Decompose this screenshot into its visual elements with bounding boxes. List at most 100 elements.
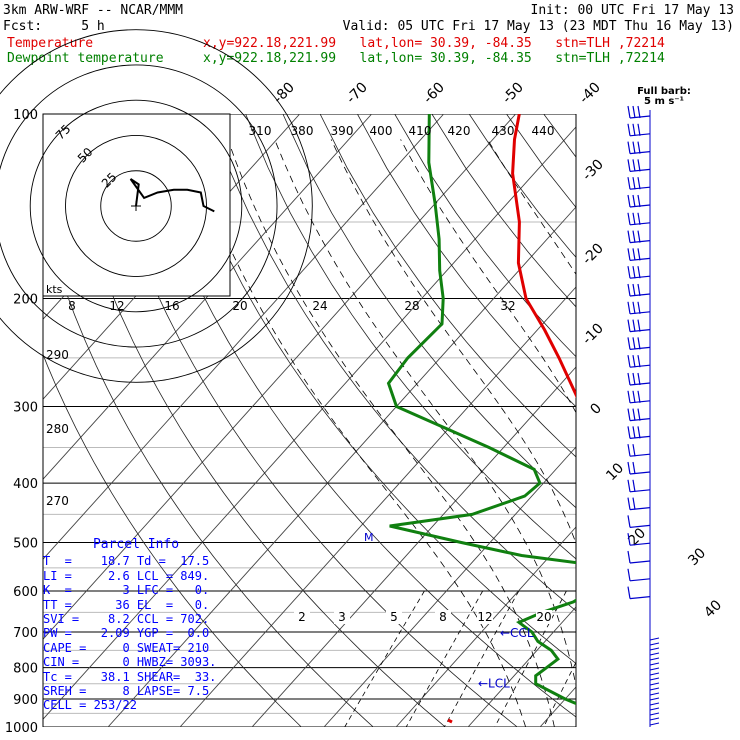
wind-barb-flag bbox=[627, 444, 631, 457]
parcel-info-row: CELL = 253/22 bbox=[43, 698, 229, 712]
pressure-tick-label: 600 bbox=[13, 585, 38, 600]
mixing-ratio-label-bg bbox=[294, 610, 310, 624]
isotherm-line bbox=[43, 126, 576, 720]
parcel-info-row: PW = 2.09 YGP = 0.0 bbox=[43, 626, 229, 640]
pressure-tick-label: 200 bbox=[13, 293, 38, 308]
wind-barb-flag bbox=[627, 515, 631, 528]
isotherm-line bbox=[684, 114, 740, 727]
parcel-info-row: T = 18.7 Td = 17.5 bbox=[43, 554, 229, 568]
wind-barb-flag bbox=[637, 319, 641, 332]
dry-adiabat-line bbox=[730, 114, 740, 727]
mixing-ratio-label-bg bbox=[536, 610, 552, 624]
wind-barb-flag bbox=[627, 390, 631, 403]
wind-barb-lower bbox=[649, 717, 660, 721]
wind-barb-flag bbox=[627, 266, 631, 279]
dry-adiabat-line bbox=[170, 114, 576, 664]
dewpoint-legend-info: x,y=922.18,221.99 lat,lon= 30.39, -84.35… bbox=[203, 51, 665, 66]
pressure-tick-label: 100 bbox=[13, 108, 38, 123]
parcel-info-row: K = 3 LFC = 0. bbox=[43, 583, 229, 597]
wind-barb-flag bbox=[627, 426, 631, 439]
wind-barb-flag bbox=[627, 248, 631, 261]
parcel-info-box: Parcel Info T = 18.7 Td = 17.5 LI = 2.6 L… bbox=[43, 537, 229, 726]
dry-adiabat-line bbox=[43, 353, 302, 727]
theta-label: 310 bbox=[249, 124, 272, 138]
parcel-info-right: HWBZ= 3093. bbox=[129, 655, 217, 670]
wind-barb-flag bbox=[632, 390, 636, 403]
wind-barb-flag bbox=[632, 461, 636, 475]
theta-label: 400 bbox=[370, 124, 393, 138]
hodograph-unit-label: kts bbox=[46, 283, 63, 296]
theta-label: 380 bbox=[291, 124, 314, 138]
wind-barb-lower bbox=[649, 692, 660, 696]
wind-barb-flag bbox=[627, 355, 631, 368]
level-label: ←LCL bbox=[478, 676, 510, 690]
isotherm-label: 10 bbox=[603, 460, 627, 484]
wind-barb-flag bbox=[632, 159, 636, 172]
wind-barb-segment bbox=[629, 489, 651, 493]
wind-barb-segment bbox=[629, 542, 651, 546]
wind-barb-segment bbox=[629, 524, 651, 528]
level-label: ←CCL bbox=[500, 626, 534, 640]
isotherm-label: -60 bbox=[420, 79, 447, 106]
dewpoint-legend-label: Dewpoint temperature bbox=[7, 51, 164, 66]
pressure-tick-label: 700 bbox=[13, 626, 38, 641]
wind-barb-flag bbox=[627, 497, 631, 510]
parcel-info-left: CAPE = 0 bbox=[43, 640, 130, 655]
wind-barb-flag bbox=[632, 372, 636, 386]
theta-label: 280 bbox=[46, 422, 69, 436]
hodograph-ring bbox=[29, 99, 243, 313]
mixing-ratio-label: 2 bbox=[298, 610, 306, 624]
wind-barb-lower bbox=[649, 652, 660, 656]
wind-barb-flag bbox=[632, 301, 636, 314]
dry-adiabat-line bbox=[319, 114, 576, 458]
parcel-info-row: CIN = 0 HWBZ= 3093. bbox=[43, 655, 229, 669]
isotherm-label: -50 bbox=[499, 79, 526, 106]
wind-barb-flag bbox=[632, 408, 636, 421]
dry-adiabat-line bbox=[431, 114, 576, 308]
isotherm-line bbox=[395, 526, 576, 727]
isotherm-label: 0 bbox=[587, 400, 605, 418]
wind-barb-segment bbox=[629, 507, 651, 511]
wind-barb-flag bbox=[637, 266, 641, 279]
parcel-info-row: SVI = 8.2 CCL = 702. bbox=[43, 612, 229, 626]
dry-adiabat-line bbox=[581, 114, 740, 727]
dry-adiabat-line bbox=[133, 114, 576, 718]
wind-barb-flag bbox=[632, 194, 636, 208]
level-marker: M bbox=[364, 531, 374, 544]
model-title: 3km ARW-WRF -- NCAR/MMM bbox=[3, 3, 184, 18]
parcel-info-right: LFC = 0. bbox=[129, 583, 210, 598]
isotherm-line bbox=[323, 446, 576, 727]
parcel-info-left: CELL = 253/22 bbox=[43, 698, 137, 713]
wind-barb-flag bbox=[627, 230, 631, 243]
pressure-tick-label: 900 bbox=[13, 693, 38, 708]
isotherm-label: -40 bbox=[576, 79, 603, 106]
theta-label: 420 bbox=[448, 124, 471, 138]
mixing-ratio-label: 20 bbox=[536, 610, 551, 624]
wind-barb-lower bbox=[649, 672, 660, 676]
wind-barb-lower bbox=[649, 667, 660, 671]
parcel-info-right: CCL = 702. bbox=[129, 612, 210, 627]
wind-barb-flag bbox=[632, 105, 636, 119]
parcel-info-right: LAPSE= 7.5 bbox=[129, 684, 210, 699]
wind-barb-flag bbox=[637, 194, 641, 208]
wind-barb-flag bbox=[627, 586, 631, 599]
wind-barb-lower bbox=[649, 657, 660, 661]
hodograph-ring bbox=[65, 135, 207, 277]
dry-adiabat-line bbox=[58, 114, 446, 727]
wind-barb-flag bbox=[632, 230, 636, 243]
isotherm-line bbox=[43, 114, 517, 640]
hodograph-speed-label: 12 bbox=[109, 299, 124, 313]
hodograph-speed-label: 24 bbox=[312, 299, 327, 313]
isotherm-label: -30 bbox=[579, 156, 606, 183]
hodograph-ring bbox=[0, 64, 278, 348]
moist-adiabat-line bbox=[227, 139, 555, 727]
wind-barb-flag bbox=[627, 141, 631, 154]
mixing-ratio-label-bg bbox=[386, 610, 402, 624]
wind-barb-flag bbox=[637, 283, 641, 297]
wind-barb-flag bbox=[627, 159, 631, 172]
dry-adiabat-line bbox=[245, 114, 576, 560]
hodograph-speed-label: 8 bbox=[68, 299, 76, 313]
isotherm-line bbox=[251, 366, 576, 727]
mixing-ratio-line bbox=[344, 590, 425, 727]
